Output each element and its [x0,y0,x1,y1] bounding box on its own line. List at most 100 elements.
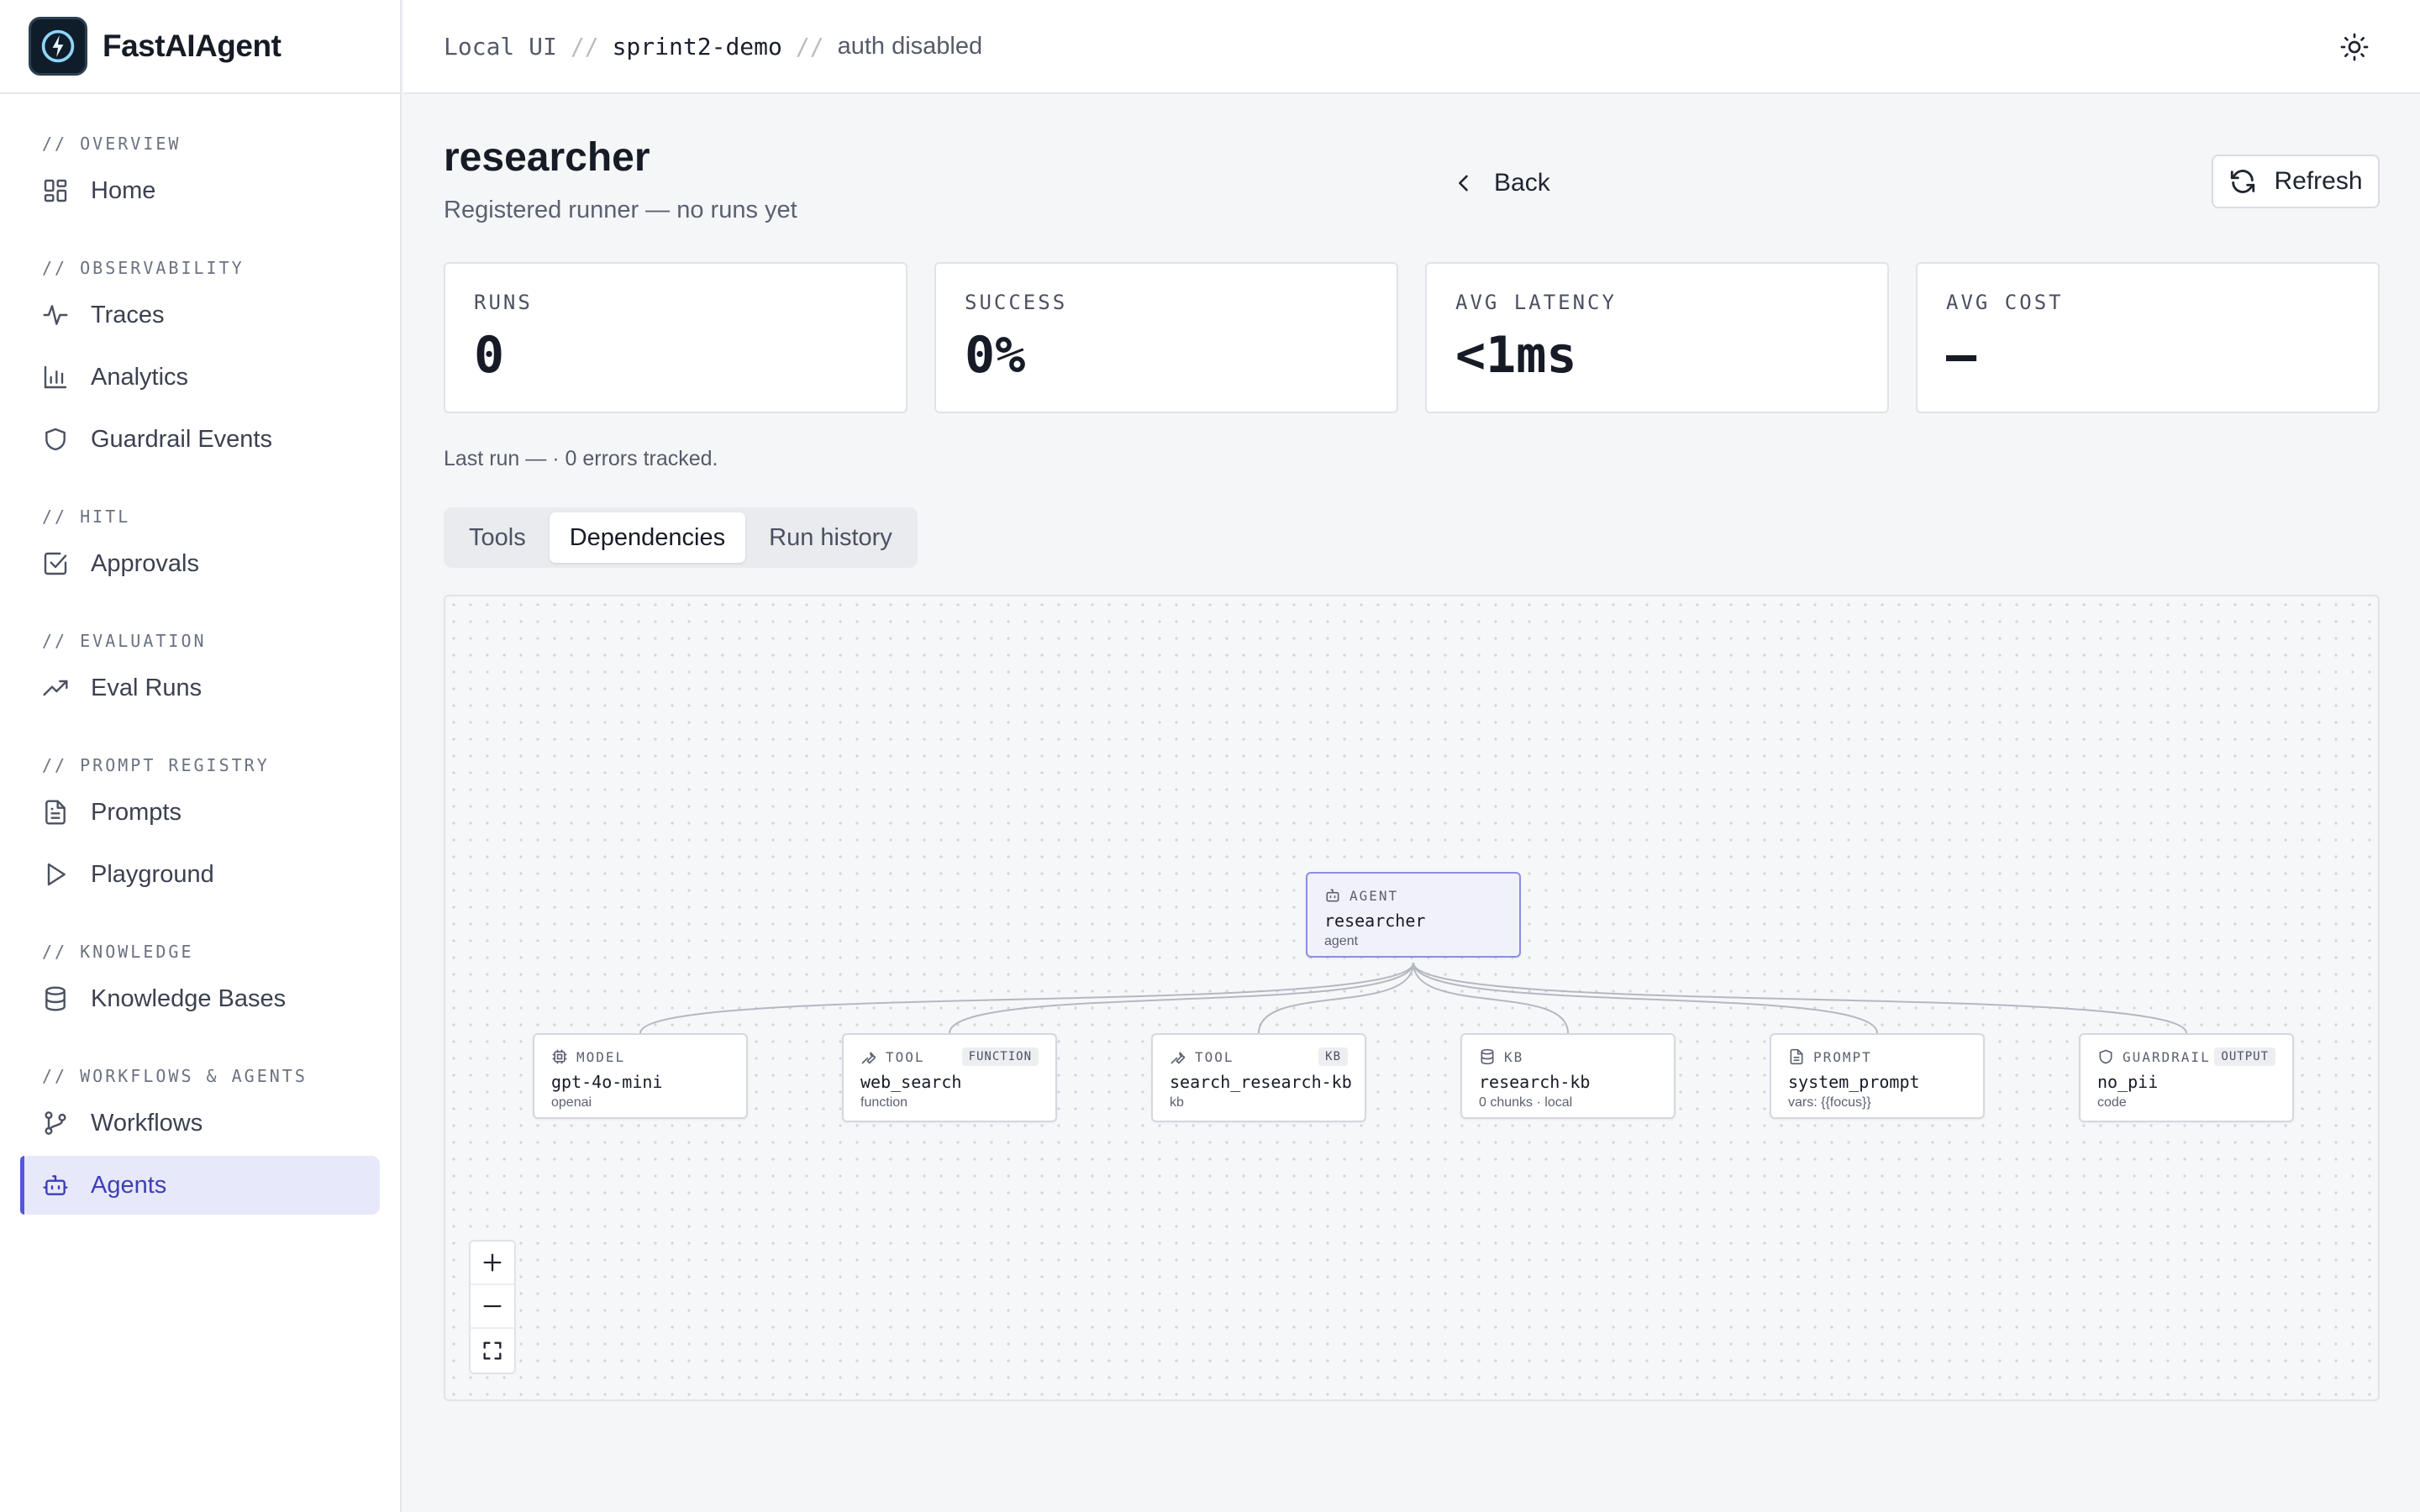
sidebar-item-prompts[interactable]: Prompts [20,783,380,842]
node-name: system_prompt [1788,1072,1920,1092]
tab-dependencies[interactable]: Dependencies [549,512,746,563]
sidebar-item-label: Traces [91,301,165,328]
activity-icon [43,305,68,325]
sidebar-item-label: Home [91,176,156,204]
node-subtitle: vars: {{focus}} [1788,1095,1871,1110]
sidebar-nav: // OVERVIEW Home // OBSERVABILITY Traces… [0,94,400,1215]
node-name: web_search [860,1072,962,1092]
zoom-out-button[interactable] [471,1285,514,1329]
brand[interactable]: FastAIAgent [0,0,400,94]
shield-icon [2099,1049,2112,1064]
graph-node-tool-web-search[interactable]: TOOL FUNCTION web_search function [842,1033,1057,1122]
fit-view-button[interactable] [471,1329,514,1373]
node-badge: KB [1318,1047,1348,1066]
graph-edges [639,962,2187,1034]
stat-label: SUCCESS [965,291,1068,314]
node-name: research-kb [1479,1072,1591,1092]
git-branch-icon [45,1111,66,1135]
node-kind: TOOL [886,1048,925,1065]
sidebar-item-guardrail-events[interactable]: Guardrail Events [20,410,380,469]
nav-section-overview: // OVERVIEW [42,134,182,154]
sidebar-item-agents[interactable]: Agents [20,1156,380,1215]
node-subtitle: openai [551,1095,592,1110]
sidebar-item-label: Approvals [91,549,199,577]
refresh-button-label: Refresh [2274,167,2363,195]
node-subtitle: code [2097,1095,2127,1110]
nav-section-hitl: // HITL [42,507,131,527]
node-kind: MODEL [576,1048,626,1065]
bar-chart-icon [44,365,67,389]
graph-edge [1413,962,1569,1034]
stat-card-avg-cost: AVG COST — [1916,262,2380,413]
graph-edge [1413,962,2187,1034]
tab-run-history[interactable]: Run history [769,523,892,551]
nav-section-evaluation: // EVALUATION [42,631,207,651]
stat-card-avg-latency: AVG LATENCY <1ms [1425,262,1889,413]
node-badge: FUNCTION [961,1047,1039,1066]
bot-icon [43,1175,68,1195]
breadcrumb-root[interactable]: Local UI [444,32,557,60]
theme-toggle-button[interactable] [2339,32,2370,62]
node-kind: AGENT [1349,887,1399,904]
database-icon [45,986,66,1011]
back-button[interactable]: Back [1452,158,1550,208]
node-kind: PROMPT [1813,1048,1872,1065]
sidebar-item-label: Workflows [91,1109,203,1137]
refresh-icon [2231,170,2255,193]
sidebar-item-eval-runs[interactable]: Eval Runs [20,659,380,717]
sidebar-item-playground[interactable]: Playground [20,845,380,904]
node-name: search_research-kb [1170,1072,1352,1092]
node-kind: KB [1504,1048,1524,1065]
bolt-logo-icon [29,17,87,76]
graph-edge [1258,962,1414,1034]
breadcrumb-separator: // [795,32,824,60]
graph-node-agent[interactable]: AGENT researcher agent [1306,872,1521,958]
topbar: Local UI // sprint2-demo // auth disable… [403,0,2420,94]
sidebar-item-label: Prompts [91,798,182,826]
dependency-graph-canvas[interactable]: AGENT researcher agent MODEL gpt-4o-mini… [444,595,2380,1401]
graph-node-kb[interactable]: KB research-kb 0 chunks · local [1460,1033,1676,1119]
sidebar-item-knowledge-bases[interactable]: Knowledge Bases [20,969,380,1028]
node-name: no_pii [2097,1072,2159,1092]
bot-icon [1326,889,1339,902]
stat-value: — [1946,326,1977,385]
tab-bar: Tools Dependencies Run history [444,507,918,568]
sidebar-item-workflows[interactable]: Workflows [20,1094,380,1152]
sidebar-item-label: Agents [91,1171,167,1199]
nav-section-observability: // OBSERVABILITY [42,258,245,278]
stat-label: RUNS [474,291,533,314]
stat-label: AVG LATENCY [1455,291,1617,314]
nav-section-prompt-registry: // PROMPT REGISTRY [42,755,270,775]
sidebar-item-label: Eval Runs [91,674,203,701]
graph-node-tool-search-research-kb[interactable]: TOOL KB search_research-kb kb [1151,1033,1366,1122]
graph-node-guardrail[interactable]: GUARDRAIL OUTPUT no_pii code [2079,1033,2294,1122]
back-button-label: Back [1494,169,1550,197]
tab-tools[interactable]: Tools [469,523,526,551]
cpu-icon [552,1049,567,1064]
node-subtitle: 0 chunks · local [1479,1095,1573,1110]
wrench-icon [1171,1052,1186,1064]
shield-icon [45,428,66,451]
sidebar-item-analytics[interactable]: Analytics [20,348,380,407]
stats-row: RUNS 0 SUCCESS 0% AVG LATENCY <1ms AVG C… [444,262,2380,413]
stat-value: 0% [965,326,1026,385]
wrench-icon [861,1052,876,1064]
zoom-in-icon [483,1253,502,1272]
check-square-icon [44,552,67,575]
node-badge: OUTPUT [2214,1047,2275,1066]
refresh-button[interactable]: Refresh [2212,155,2380,208]
graph-node-model[interactable]: MODEL gpt-4o-mini openai [533,1033,748,1119]
stat-value: <1ms [1455,326,1577,385]
breadcrumb-project[interactable]: sprint2-demo [612,32,782,60]
sidebar-item-approvals[interactable]: Approvals [20,534,380,593]
fit-view-icon [483,1341,502,1360]
zoom-in-button[interactable] [471,1242,514,1285]
stat-value: 0 [474,326,505,385]
sidebar-item-traces[interactable]: Traces [20,286,380,344]
file-text-icon [45,800,66,825]
last-run-summary: Last run — · 0 errors tracked. [444,447,718,470]
nav-section-knowledge: // KNOWLEDGE [42,942,194,962]
sidebar-item-home[interactable]: Home [20,161,380,220]
brand-name: FastAIAgent [103,29,281,63]
graph-node-prompt[interactable]: PROMPT system_prompt vars: {{focus}} [1770,1033,1985,1119]
